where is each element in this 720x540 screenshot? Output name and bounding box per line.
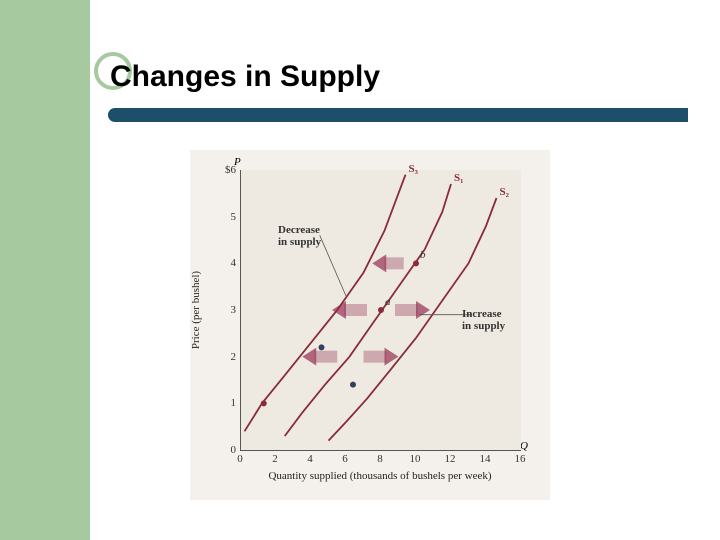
pointer-line [320, 235, 346, 296]
x-tick: 6 [342, 453, 348, 465]
x-axis-label: Quantity supplied (thousands of bushels … [240, 470, 520, 482]
title-underline [108, 108, 688, 122]
supply-chart: Price (per bushel) Quantity supplied (th… [190, 150, 550, 500]
y-axis-label: Price (per bushel) [190, 271, 202, 349]
data-point [413, 260, 419, 266]
curve-label-S3: S₃ [409, 163, 418, 175]
decrease-line1: Decrease [278, 224, 320, 236]
decrease-annotation: Decrease in supply [278, 224, 321, 248]
decrease-line2: in supply [278, 236, 321, 248]
slide-root: Changes in Supply Price (per bushel) Qua… [0, 0, 720, 540]
shift-arrow [395, 301, 430, 319]
shift-arrow [372, 254, 404, 272]
x-tick: 0 [237, 453, 243, 465]
y-tick: 2 [220, 351, 236, 363]
x-tick: 2 [272, 453, 278, 465]
x-tick: 14 [480, 453, 491, 465]
y-tick: $6 [216, 164, 236, 176]
slide-sidebar [0, 0, 90, 540]
supply-curve-S3 [245, 175, 406, 432]
shift-arrow [302, 348, 337, 366]
x-axis-letter: Q [520, 440, 528, 452]
data-point [319, 344, 325, 350]
data-point [378, 307, 384, 313]
y-tick: 5 [220, 211, 236, 223]
curve-label-S2: S₂ [500, 186, 509, 198]
increase-line2: in supply [462, 320, 505, 332]
shift-arrow [364, 348, 399, 366]
point-label-b: b [420, 249, 426, 261]
x-tick: 8 [377, 453, 383, 465]
point-label-a: a [385, 296, 391, 308]
x-tick: 16 [515, 453, 526, 465]
slide-title: Changes in Supply [110, 60, 380, 94]
y-tick: 4 [220, 257, 236, 269]
x-tick: 12 [445, 453, 456, 465]
y-tick: 1 [220, 397, 236, 409]
data-point [350, 382, 356, 388]
increase-annotation: Increase in supply [462, 308, 505, 332]
increase-line1: Increase [462, 308, 502, 320]
data-point [261, 400, 267, 406]
x-tick: 10 [410, 453, 421, 465]
x-tick: 4 [307, 453, 313, 465]
curve-label-S1: S₁ [454, 172, 463, 184]
y-tick: 0 [220, 444, 236, 456]
y-tick: 3 [220, 304, 236, 316]
